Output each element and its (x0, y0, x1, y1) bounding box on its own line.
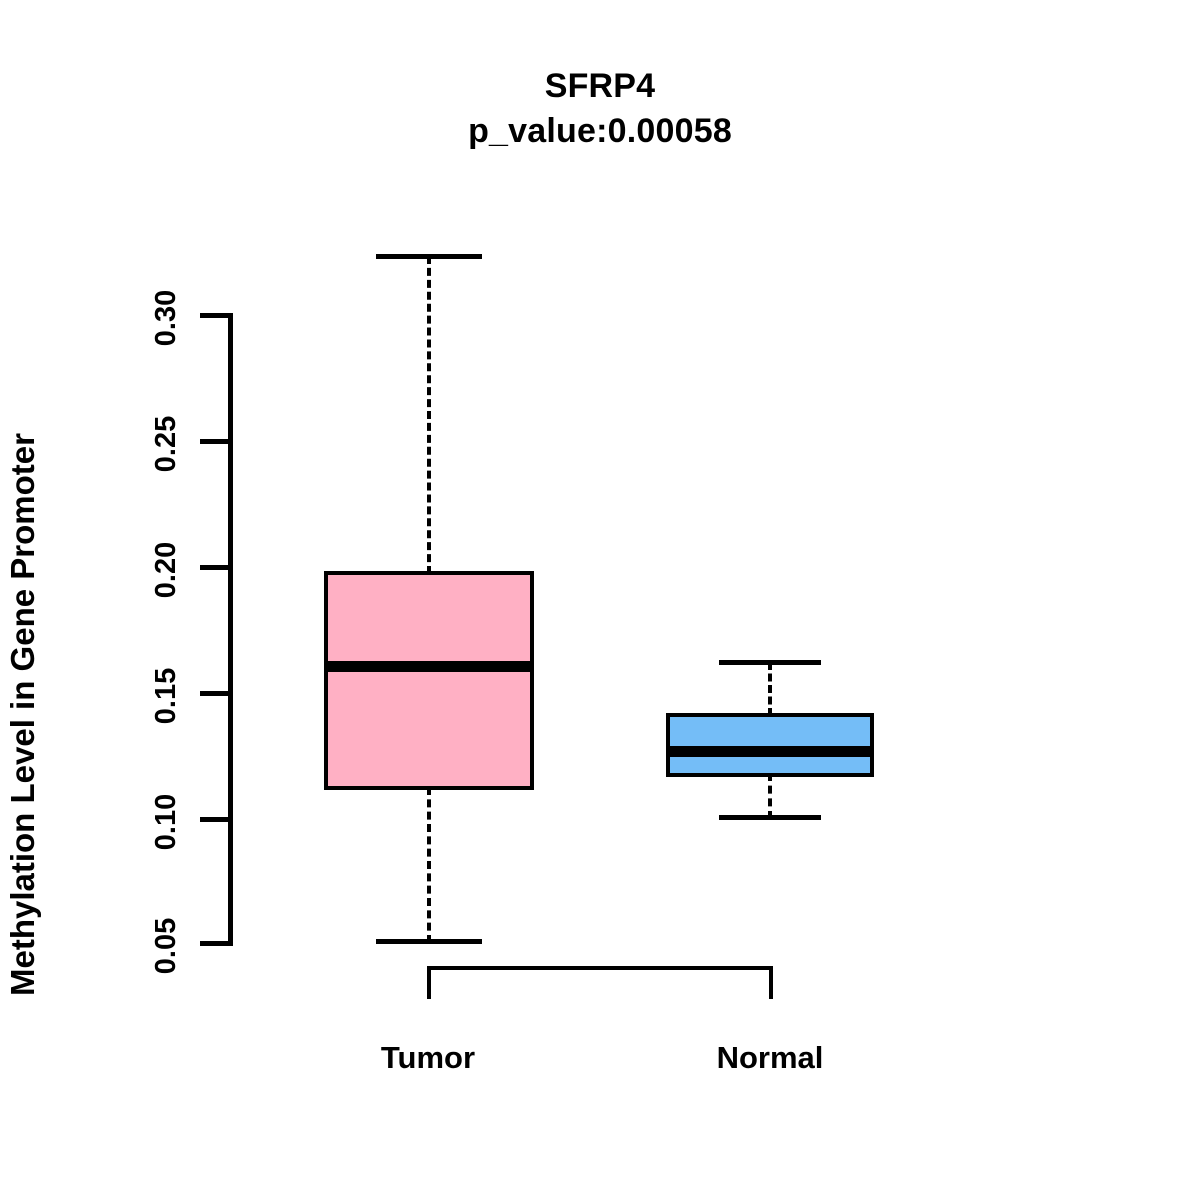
x-axis-label-normal: Normal (716, 1040, 824, 1075)
y-tick-label-0.10: 0.10 (150, 793, 182, 851)
tumor-lower-whisker-cap (376, 939, 482, 944)
tumor-lower-whisker (427, 787, 431, 943)
normal-lower-whisker-cap (719, 815, 821, 820)
title-block: SFRP4 p_value:0.00058 (0, 64, 1200, 154)
tumor-upper-whisker-cap (376, 254, 482, 259)
normal-upper-whisker-cap (719, 660, 821, 665)
significance-bracket-line (427, 966, 773, 970)
tumor-box (324, 571, 534, 790)
normal-median-line (666, 746, 874, 757)
significance-bracket-right-tick (769, 966, 773, 999)
y-tick-label-0.30: 0.30 (150, 289, 182, 347)
y-tick-mark-0.20 (200, 565, 233, 570)
y-tick-mark-0.10 (200, 817, 233, 822)
y-tick-mark-0.25 (200, 439, 233, 444)
y-tick-label-0.15: 0.15 (150, 667, 182, 725)
y-tick-label-0.25: 0.25 (150, 415, 182, 473)
y-tick-mark-0.15 (200, 691, 233, 696)
tumor-upper-whisker (427, 256, 431, 574)
x-axis-label-tumor: Tumor (380, 1040, 476, 1075)
y-tick-label-0.20: 0.20 (150, 541, 182, 599)
y-tick-mark-0.30 (200, 313, 233, 318)
normal-box (666, 713, 874, 777)
normal-lower-whisker (768, 773, 772, 819)
significance-bracket-left-tick (427, 966, 431, 999)
tumor-median-line (324, 661, 534, 672)
normal-upper-whisker (768, 662, 772, 716)
y-tick-label-0.05: 0.05 (150, 917, 182, 975)
chart-title: SFRP4 (544, 67, 656, 105)
y-tick-mark-0.05 (200, 941, 233, 946)
y-axis-spine (228, 313, 233, 946)
y-axis-title: Methylation Level in Gene Promoter (4, 433, 41, 996)
chart-subtitle-pvalue: p_value:0.00058 (468, 112, 732, 150)
